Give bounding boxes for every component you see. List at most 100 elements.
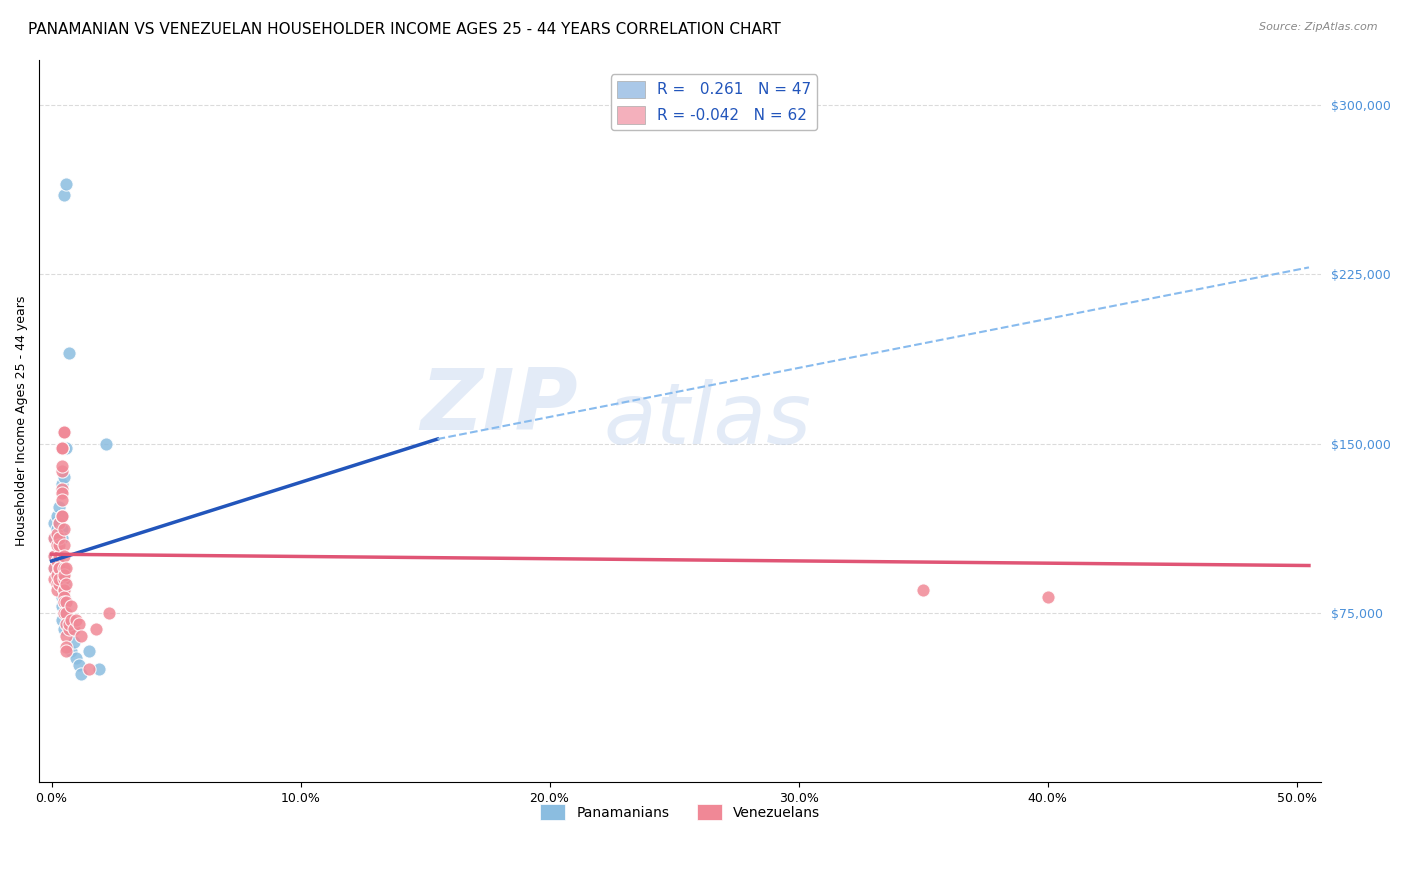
Point bbox=[51, 441, 73, 455]
Point bbox=[51, 613, 73, 627]
Point bbox=[55, 595, 77, 609]
Point bbox=[53, 470, 76, 484]
Point bbox=[51, 599, 73, 614]
Point bbox=[97, 606, 120, 620]
Point bbox=[51, 464, 73, 478]
Point bbox=[70, 628, 93, 642]
Point bbox=[70, 667, 93, 681]
Point bbox=[53, 561, 76, 575]
Point bbox=[55, 628, 77, 642]
Point bbox=[60, 622, 83, 636]
Point bbox=[45, 527, 67, 541]
Point bbox=[45, 554, 67, 568]
Point bbox=[77, 662, 100, 676]
Point bbox=[51, 572, 73, 586]
Text: PANAMANIAN VS VENEZUELAN HOUSEHOLDER INCOME AGES 25 - 44 YEARS CORRELATION CHART: PANAMANIAN VS VENEZUELAN HOUSEHOLDER INC… bbox=[28, 22, 780, 37]
Point bbox=[48, 549, 70, 564]
Point bbox=[45, 549, 67, 564]
Point bbox=[48, 576, 70, 591]
Point bbox=[48, 561, 70, 575]
Point bbox=[58, 613, 80, 627]
Point bbox=[51, 477, 73, 491]
Point bbox=[51, 522, 73, 536]
Point bbox=[55, 606, 77, 620]
Point bbox=[65, 651, 87, 665]
Point bbox=[55, 606, 77, 620]
Point bbox=[45, 567, 67, 582]
Point bbox=[87, 662, 110, 676]
Point bbox=[58, 346, 80, 360]
Point bbox=[58, 622, 80, 636]
Point bbox=[51, 459, 73, 474]
Point bbox=[55, 640, 77, 654]
Point bbox=[53, 188, 76, 202]
Point bbox=[60, 599, 83, 614]
Point bbox=[42, 572, 65, 586]
Point bbox=[1036, 590, 1059, 604]
Point bbox=[51, 590, 73, 604]
Point bbox=[48, 516, 70, 530]
Point bbox=[53, 622, 76, 636]
Text: atlas: atlas bbox=[603, 379, 811, 462]
Point bbox=[51, 508, 73, 523]
Point bbox=[48, 549, 70, 564]
Point bbox=[42, 561, 65, 575]
Point bbox=[51, 441, 73, 455]
Point bbox=[58, 617, 80, 632]
Point bbox=[60, 644, 83, 658]
Point bbox=[48, 545, 70, 559]
Text: Source: ZipAtlas.com: Source: ZipAtlas.com bbox=[1260, 22, 1378, 32]
Point bbox=[42, 549, 65, 564]
Point bbox=[53, 595, 76, 609]
Point bbox=[42, 561, 65, 575]
Point bbox=[55, 576, 77, 591]
Point bbox=[48, 572, 70, 586]
Point bbox=[63, 622, 86, 636]
Point bbox=[51, 441, 73, 455]
Point bbox=[48, 527, 70, 541]
Point bbox=[45, 556, 67, 570]
Point bbox=[911, 583, 934, 598]
Point bbox=[60, 613, 83, 627]
Point bbox=[53, 606, 76, 620]
Point bbox=[51, 532, 73, 546]
Point bbox=[55, 561, 77, 575]
Point bbox=[51, 482, 73, 496]
Point bbox=[45, 522, 67, 536]
Point bbox=[53, 522, 76, 536]
Point bbox=[45, 508, 67, 523]
Y-axis label: Householder Income Ages 25 - 44 years: Householder Income Ages 25 - 44 years bbox=[15, 296, 28, 546]
Point bbox=[51, 508, 73, 523]
Point bbox=[45, 538, 67, 552]
Point bbox=[55, 441, 77, 455]
Point bbox=[53, 425, 76, 440]
Point bbox=[53, 572, 76, 586]
Point bbox=[53, 425, 76, 440]
Point bbox=[45, 576, 67, 591]
Point bbox=[96, 436, 118, 450]
Point bbox=[48, 566, 70, 580]
Point bbox=[45, 576, 67, 591]
Point bbox=[48, 516, 70, 530]
Point bbox=[53, 441, 76, 455]
Point bbox=[42, 549, 65, 564]
Point bbox=[51, 493, 73, 508]
Point bbox=[45, 583, 67, 598]
Point bbox=[48, 561, 70, 575]
Point bbox=[53, 583, 76, 598]
Point bbox=[42, 532, 65, 546]
Point bbox=[67, 617, 90, 632]
Point bbox=[42, 532, 65, 546]
Point bbox=[67, 657, 90, 672]
Point bbox=[55, 177, 77, 191]
Point bbox=[86, 622, 108, 636]
Point bbox=[42, 516, 65, 530]
Text: ZIP: ZIP bbox=[420, 365, 578, 448]
Point bbox=[51, 486, 73, 500]
Point bbox=[55, 644, 77, 658]
Point bbox=[53, 590, 76, 604]
Point bbox=[77, 644, 100, 658]
Point bbox=[48, 532, 70, 546]
Point bbox=[48, 538, 70, 552]
Point bbox=[53, 567, 76, 582]
